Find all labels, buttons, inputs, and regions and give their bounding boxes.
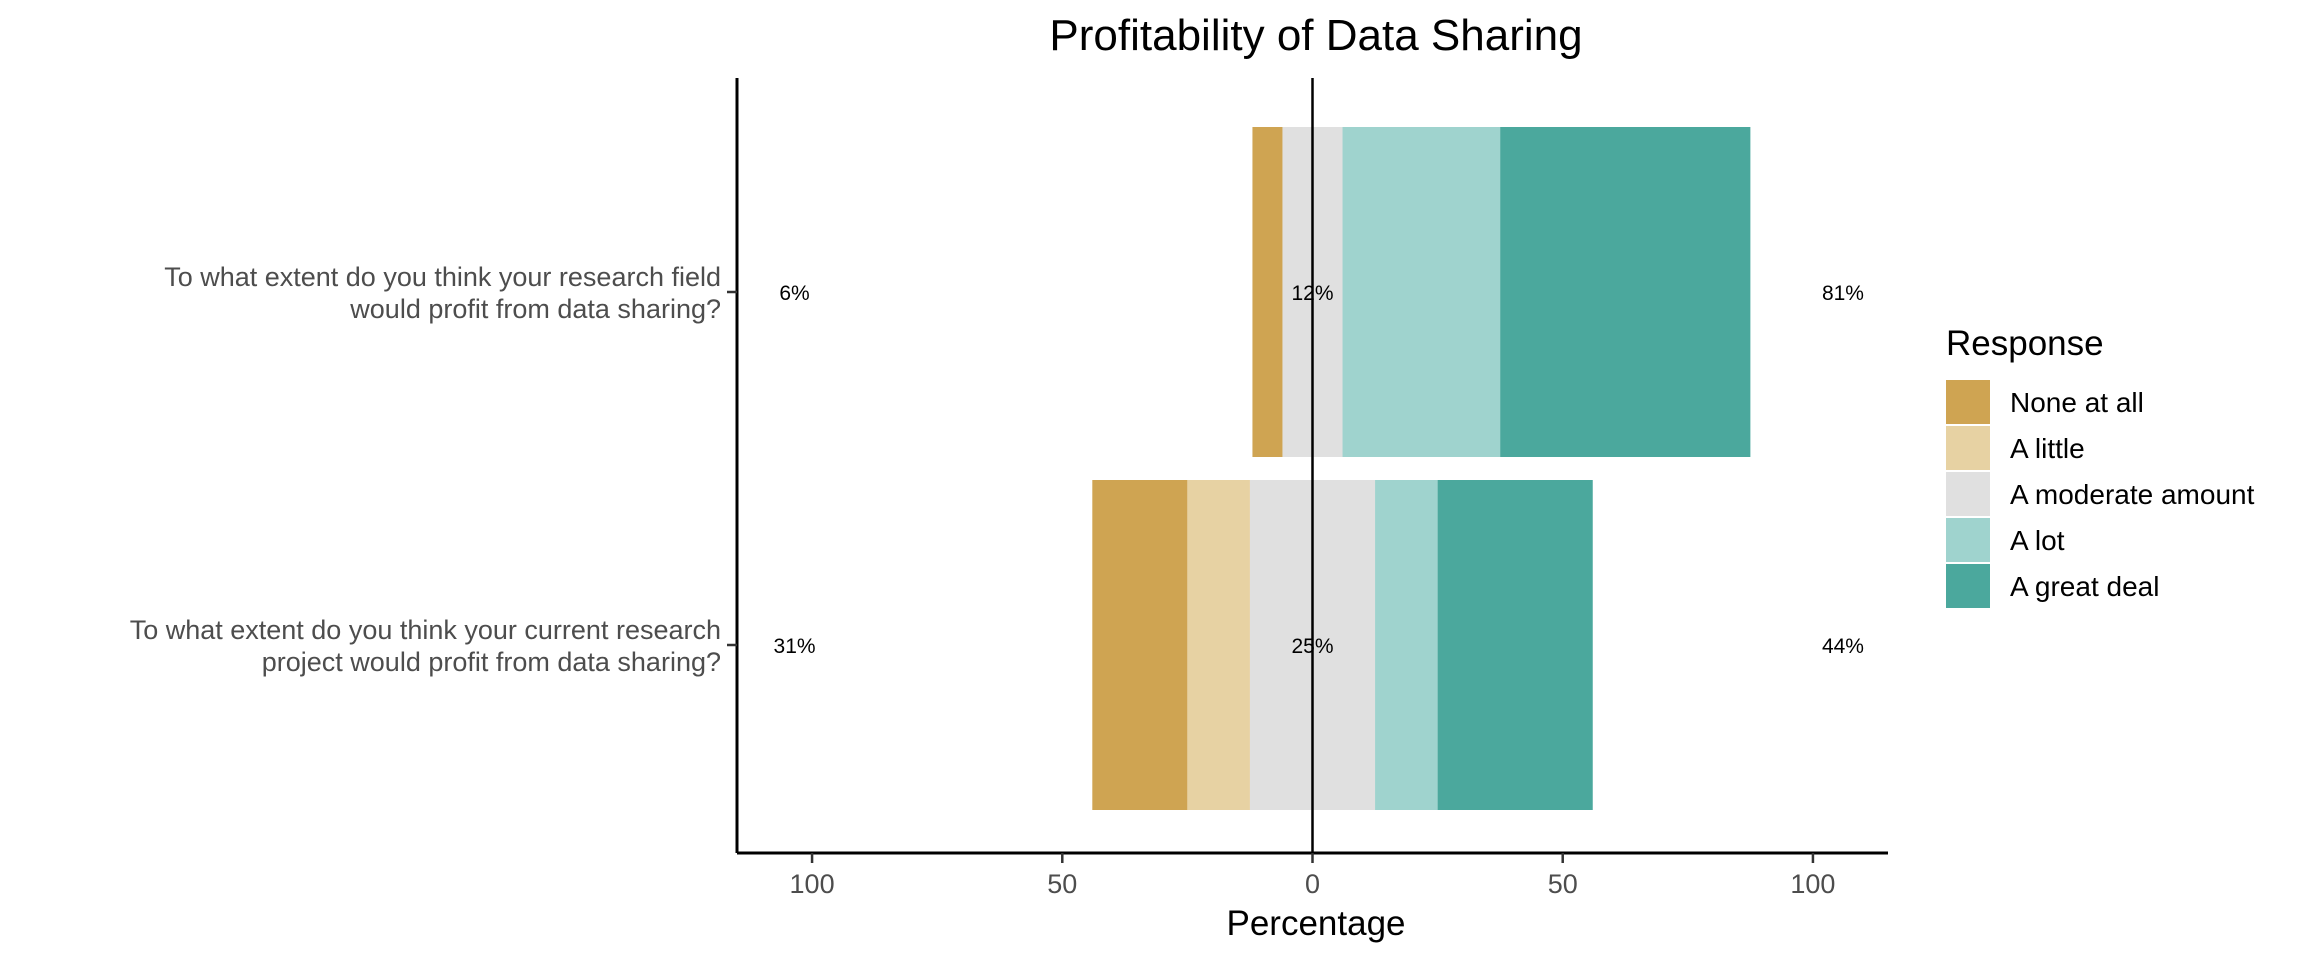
- legend-swatch-a-little: [1946, 426, 1990, 470]
- legend-swatch-a-great-deal: [1946, 564, 1990, 608]
- legend-swatch-a-moderate-amount: [1946, 472, 1990, 516]
- bar-segment-2-none-at-all: [1092, 480, 1188, 810]
- y-category-label-2-line-1: To what extent do you think your current…: [130, 615, 721, 645]
- legend-label-a-lot: A lot: [2010, 525, 2065, 556]
- legend-label-none-at-all: None at all: [2010, 387, 2144, 418]
- low-percent-label-1: 6%: [779, 282, 809, 305]
- y-category-label-1-line-1: To what extent do you think your researc…: [164, 262, 721, 292]
- x-axis-title: Percentage: [1226, 904, 1405, 943]
- x-tick-label-5: 100: [1790, 869, 1835, 899]
- x-tick-label-2: 50: [1047, 869, 1077, 899]
- bar-segment-2-a-lot: [1375, 480, 1438, 810]
- y-category-label-2: To what extent do you think your current…: [130, 615, 721, 677]
- legend: Response None at all A little A moderate am…: [1946, 324, 2255, 608]
- bar-group-2: [1092, 480, 1593, 810]
- legend-swatch-a-lot: [1946, 518, 1990, 562]
- x-tick-label-3: 0: [1305, 869, 1320, 899]
- axis-layer: 100 50 0 50 100 To what extent do you think y…: [130, 78, 1888, 899]
- x-tick-label-1: 100: [790, 869, 835, 899]
- low-percent-label-2: 31%: [774, 635, 816, 658]
- high-percent-label-1: 81%: [1822, 282, 1864, 305]
- legend-label-a-great-deal: A great deal: [2010, 571, 2159, 602]
- chart-title: Profitability of Data Sharing: [1049, 11, 1582, 60]
- neutral-percent-label-1: 12%: [1291, 282, 1333, 305]
- legend-label-a-moderate-amount: A moderate amount: [2010, 479, 2255, 510]
- legend-title: Response: [1946, 324, 2104, 363]
- labels-layer: 6% 12% 81% 31% 25% 44%: [774, 282, 1864, 658]
- bar-segment-2-a-great-deal: [1437, 480, 1593, 810]
- y-category-label-1-line-2: would profit from data sharing?: [349, 294, 721, 324]
- x-tick-label-4: 50: [1548, 869, 1578, 899]
- legend-swatch-none-at-all: [1946, 380, 1990, 424]
- bars-layer: [1092, 127, 1751, 810]
- y-category-label-2-line-2: project would profit from data sharing?: [262, 647, 721, 677]
- neutral-percent-label-2: 25%: [1291, 635, 1333, 658]
- bar-segment-1-a-great-deal: [1500, 127, 1751, 457]
- high-percent-label-2: 44%: [1822, 635, 1864, 658]
- bar-segment-1-none-at-all: [1252, 127, 1283, 457]
- bar-segment-1-a-lot: [1342, 127, 1501, 457]
- y-category-label-1: To what extent do you think your researc…: [164, 262, 721, 324]
- bar-segment-2-a-little: [1187, 480, 1250, 810]
- legend-label-a-little: A little: [2010, 433, 2085, 464]
